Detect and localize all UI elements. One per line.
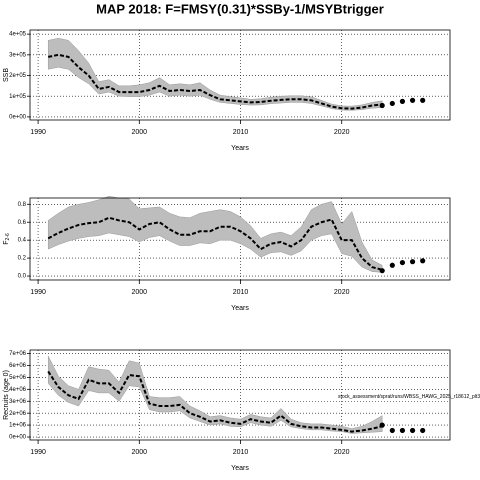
confidence-band: [47, 38, 383, 111]
y-tick-label: 0.0: [18, 274, 27, 280]
annotation: stock_assessment/sprat/runs/WBSS_HAWG_20…: [338, 394, 480, 400]
chart-title: MAP 2018: F=FMSY(0.31)*SSBy-1/MSYBtrigge…: [96, 1, 384, 16]
x-tick-label: 2000: [132, 289, 148, 296]
x-tick-label: 1990: [30, 289, 46, 296]
projection-point: [389, 262, 395, 268]
y-axis-label-text: SSB: [3, 68, 10, 82]
x-tick-label: 1990: [30, 449, 46, 456]
x-tick-label: 2020: [334, 449, 350, 456]
x-tick-label: 2010: [233, 449, 249, 456]
y-tick-label: 4e+05: [9, 32, 27, 38]
y-tick-label: 0.2: [18, 256, 27, 262]
x-tick-label: 2000: [132, 449, 148, 456]
projection-point: [409, 427, 416, 434]
y-axis-label: SSB: [3, 68, 10, 82]
y-tick-label: 3e+06: [9, 399, 27, 405]
projection-point: [379, 422, 385, 428]
projection-point: [409, 259, 416, 265]
y-axis-label-text: Recruits (age 0): [3, 370, 10, 420]
y-tick-label: 1e+05: [9, 94, 27, 100]
y-tick-label: 0e+00: [9, 435, 27, 441]
y-tick-label: 2e+05: [9, 73, 27, 79]
y-tick-label: 4e+06: [9, 387, 27, 393]
y-tick-label: 5e+06: [9, 375, 27, 381]
y-tick-label: 2e+06: [9, 411, 27, 417]
projection-point: [389, 427, 395, 434]
plot-frame: [29, 197, 451, 281]
y-tick-label: 7e+06: [9, 351, 27, 357]
y-axis-label-text: F: [3, 240, 10, 244]
confidence-band: [47, 195, 383, 273]
projection-point: [389, 100, 395, 107]
x-axis-label: Years: [231, 465, 249, 472]
x-tick-label: 2010: [233, 289, 249, 296]
y-axis-label: Recruits (age 0): [3, 370, 10, 420]
x-tick-label: 1990: [30, 129, 46, 136]
median-line: [47, 216, 383, 271]
y-tick-label: 1e+06: [9, 423, 27, 429]
projection-point: [420, 427, 426, 434]
y-tick-label: 0.6: [18, 220, 27, 226]
projection-point: [379, 268, 385, 274]
projection-point: [399, 98, 406, 104]
plot-frame: [29, 349, 451, 441]
projection-point: [409, 97, 416, 103]
projection-point: [379, 102, 385, 109]
median-line: [47, 370, 383, 433]
y-tick-label: 0e+00: [9, 114, 27, 120]
projection-point: [399, 427, 406, 434]
x-tick-label: 2020: [334, 129, 350, 136]
plot-frame: [29, 29, 451, 121]
x-tick-label: 2020: [334, 289, 350, 296]
y-tick-label: 0.8: [18, 202, 27, 208]
x-axis-label: Years: [231, 145, 249, 152]
y-tick-label: 3e+05: [9, 52, 27, 58]
median-line: [48, 53, 383, 110]
x-tick-label: 2000: [132, 129, 148, 136]
y-tick-label: 0.4: [18, 238, 27, 244]
y-axis-label: F2-6: [3, 233, 11, 245]
x-tick-label: 2010: [233, 129, 249, 136]
projection-point: [399, 259, 406, 266]
x-axis-label: Years: [231, 305, 249, 312]
projection-point: [420, 258, 426, 264]
y-axis-label-sub: 2-6: [5, 233, 11, 240]
projection-point: [420, 97, 426, 103]
y-tick-label: 6e+06: [9, 363, 27, 369]
